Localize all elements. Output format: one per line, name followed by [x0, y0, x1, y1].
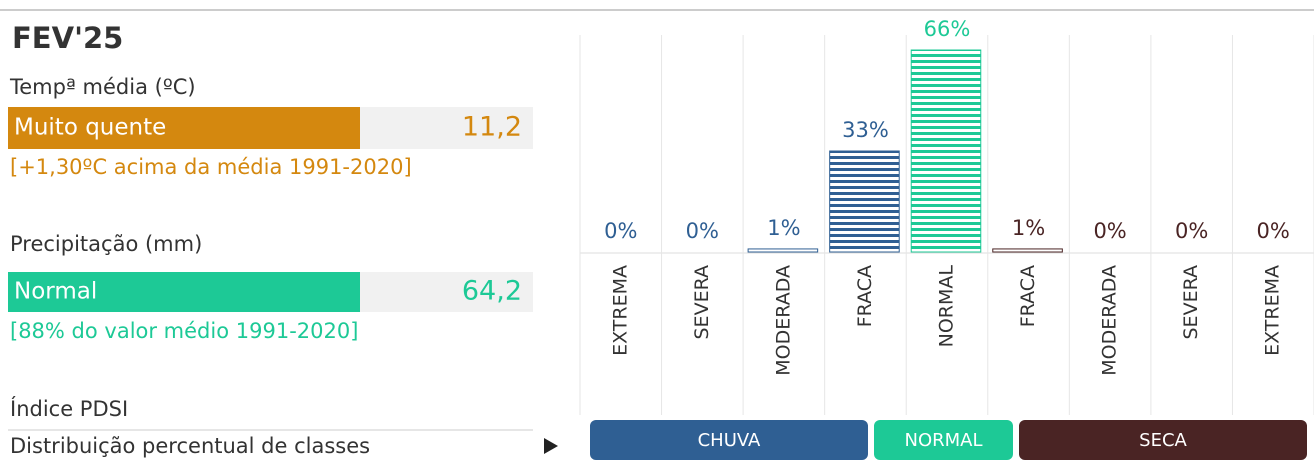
group-label: SECA [1139, 430, 1187, 451]
group-button [590, 420, 868, 460]
pdsi-label: Índice PDSI [10, 396, 128, 421]
value-label: 1% [1012, 216, 1045, 240]
category-label: EXTREMA [609, 265, 631, 356]
group-label: NORMAL [904, 430, 982, 451]
title: FEV'25 [12, 21, 123, 55]
category-label: MODERADA [772, 265, 794, 376]
precip-value: 64,2 [462, 276, 522, 307]
temp-note: [+1,30ºC acima da média 1991-2020] [10, 155, 412, 179]
value-label: 0% [686, 219, 719, 243]
group-button [874, 420, 1013, 460]
bar [992, 248, 1063, 253]
category-label: SEVERA [691, 265, 713, 340]
pdsi-subtitle: Distribuição percentual de classes [10, 434, 370, 458]
precip-note: [88% do valor médio 1991-2020] [10, 319, 358, 343]
category-label: NORMAL [936, 265, 958, 348]
category-label: SEVERA [1180, 265, 1202, 340]
value-label: 0% [1257, 219, 1290, 243]
bar [747, 248, 819, 253]
category-label: EXTREMA [1262, 265, 1284, 356]
arrow [544, 438, 558, 454]
group-label: CHUVA [698, 430, 761, 451]
bar [910, 49, 982, 253]
category-label: FRACA [1017, 265, 1039, 327]
temp-value: 11,2 [462, 112, 522, 143]
value-label: 0% [1175, 219, 1208, 243]
value-label: 0% [604, 219, 637, 243]
category-label: MODERADA [1099, 265, 1121, 376]
precip-label: Precipitação (mm) [10, 232, 202, 256]
value-label: 0% [1093, 219, 1126, 243]
value-label: 66% [924, 17, 971, 41]
precip-class: Normal [14, 279, 97, 305]
temp-bar [8, 107, 360, 149]
temp-class: Muito quente [14, 115, 166, 141]
value-label: 33% [842, 118, 889, 142]
precip-bar [8, 272, 360, 312]
bar [829, 150, 900, 253]
group-button [1019, 420, 1307, 460]
value-label: 1% [767, 216, 800, 240]
temp-label: Tempª média (ºC) [9, 75, 196, 99]
category-label: FRACA [854, 265, 876, 327]
